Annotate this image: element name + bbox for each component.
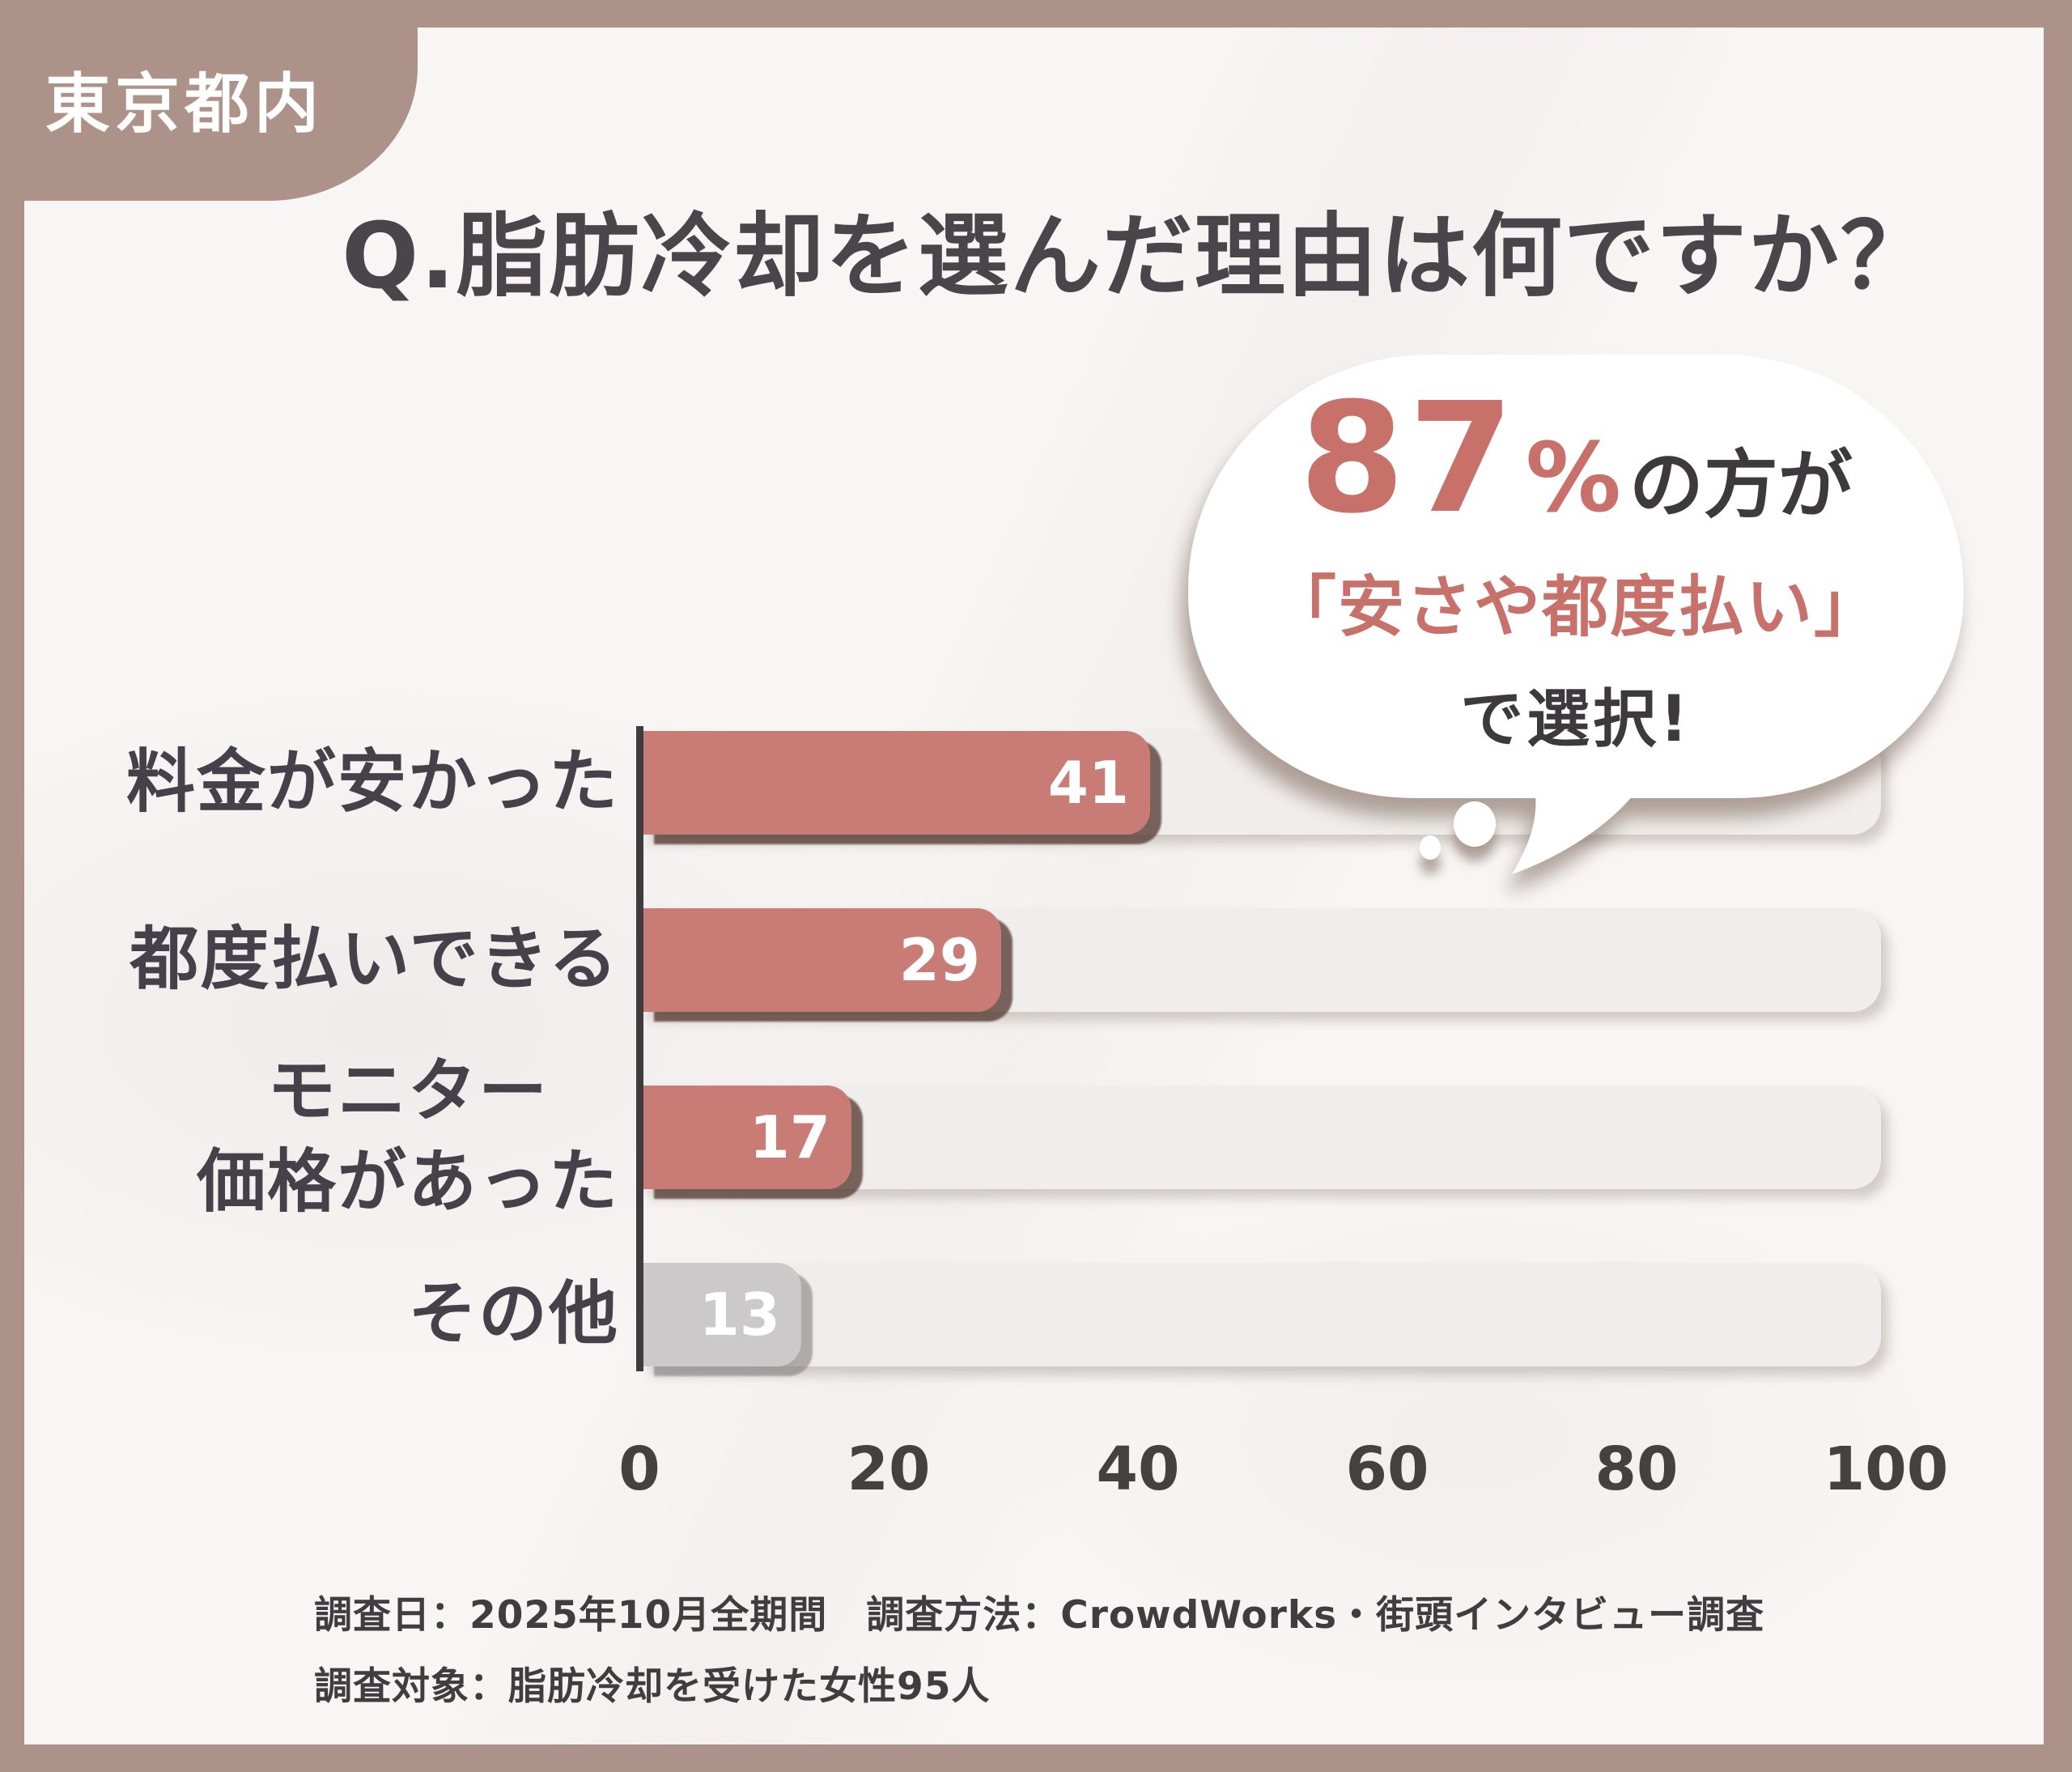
page-title: Q.脂肪冷却を選んだ理由は何ですか？	[342, 204, 1933, 309]
bubble-stat-value: 87	[1299, 369, 1518, 547]
category-label-text: その他	[407, 1273, 619, 1354]
category-label: 都度払いできる	[4, 908, 619, 1012]
bar-value-label: 29	[898, 926, 980, 994]
region-badge-label: 東京都内	[45, 66, 324, 142]
bar-value-label: 41	[1047, 749, 1129, 817]
speech-bubble-body: 87 % の方が 「安さや都度払い」 で選択!	[1188, 355, 1964, 798]
category-label: モニター 価格があった	[4, 1052, 619, 1222]
x-tick-label: 20	[847, 1434, 931, 1504]
bar: 17	[643, 1086, 851, 1189]
bar: 41	[643, 731, 1150, 835]
thought-dot-large	[1454, 801, 1496, 847]
bar-value-label: 13	[698, 1281, 780, 1349]
bubble-stat-unit: %	[1525, 421, 1621, 533]
x-tick-label: 40	[1096, 1434, 1180, 1504]
category-label-text: モニター 価格があった	[196, 1051, 619, 1222]
bubble-conclusion: で選択!	[1460, 682, 1692, 756]
category-label-text: 料金が安かった	[125, 742, 619, 822]
speech-bubble-tail	[1512, 776, 1645, 874]
thought-dot-small	[1420, 835, 1441, 860]
chart-row: 17 モニター 価格があった	[0, 1052, 2072, 1222]
category-label: 料金が安かった	[4, 731, 619, 835]
chart-row: 29 都度払いできる	[0, 908, 2072, 1012]
survey-footnote-line2: 調査対象：脂肪冷却を受けた女性95人	[314, 1664, 991, 1710]
x-tick-label: 60	[1345, 1434, 1429, 1504]
category-label: その他	[4, 1263, 619, 1366]
chart-row: 13 その他	[0, 1263, 2072, 1366]
x-tick-label: 100	[1823, 1434, 1949, 1504]
x-tick-label: 80	[1594, 1434, 1679, 1504]
bubble-quote: 「安さや都度払い」	[1269, 568, 1882, 646]
y-axis-line	[636, 726, 643, 1371]
bubble-stat-suffix: の方が	[1628, 441, 1853, 529]
x-tick-label: 0	[618, 1434, 660, 1504]
bubble-stat-line: 87 % の方が	[1299, 369, 1853, 547]
bar: 29	[643, 908, 1001, 1012]
region-badge: 東京都内	[0, 0, 418, 201]
bar-value-label: 17	[749, 1103, 830, 1171]
bar-track	[643, 1263, 1881, 1366]
category-label-text: 都度払いできる	[130, 919, 619, 1000]
infographic-panel	[24, 28, 2044, 1744]
bar: 13	[643, 1263, 801, 1366]
speech-bubble: 87 % の方が 「安さや都度払い」 で選択!	[1188, 355, 1964, 874]
survey-footnotes: 調査日：2025年10月全期間 調査方法：CrowdWorks・街頭インタビュー…	[314, 1580, 1764, 1723]
survey-footnote-line1: 調査日：2025年10月全期間 調査方法：CrowdWorks・街頭インタビュー…	[314, 1593, 1765, 1638]
